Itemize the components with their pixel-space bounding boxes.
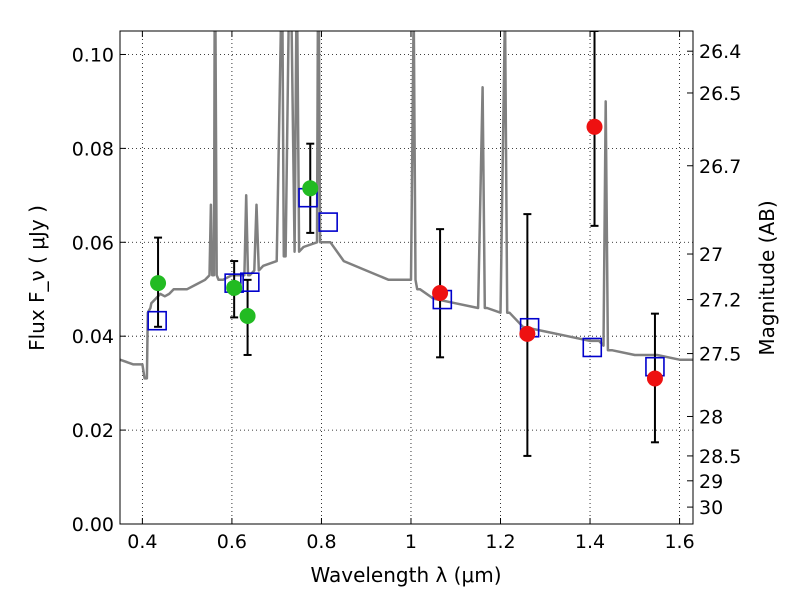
plot-frame xyxy=(119,30,694,525)
right-tick-label: 29 xyxy=(699,471,723,493)
spectrum xyxy=(120,31,693,380)
green-data-point xyxy=(239,308,256,325)
model-box xyxy=(240,272,260,292)
right-tick-label: 26.5 xyxy=(699,83,741,105)
right-axis-title: Magnitude (AB) xyxy=(755,200,779,355)
x-tick-label: 1.4 xyxy=(575,531,605,553)
right-tick-label: 26.7 xyxy=(699,156,741,178)
x-tick-label: 1.6 xyxy=(664,531,694,553)
x-tick-label: 0.4 xyxy=(127,531,157,553)
y-tick-label: 0.10 xyxy=(72,44,114,66)
right-tick-label: 27.5 xyxy=(699,344,741,366)
x-tick-label: 1.2 xyxy=(485,531,515,553)
model-box xyxy=(318,212,338,232)
red-data-point xyxy=(519,325,536,342)
right-tick-label: 26.4 xyxy=(699,41,741,63)
green-data-point xyxy=(150,275,167,292)
y-axis-title: Flux F_ν ( μJy ) xyxy=(25,205,49,351)
green-data-point xyxy=(226,279,243,296)
error-bars xyxy=(154,31,659,457)
model-box xyxy=(582,337,603,358)
x-tick-label: 0.6 xyxy=(217,531,247,553)
y-tick-label: 0.08 xyxy=(72,138,114,160)
spectrum-line xyxy=(120,31,693,380)
right-tick-label: 30 xyxy=(699,497,723,519)
model-boxes xyxy=(147,187,665,377)
right-tick-label: 27.2 xyxy=(699,290,741,312)
y-tick-label: 0.02 xyxy=(72,420,114,442)
model-box xyxy=(147,310,167,331)
x-tick-label: 1 xyxy=(405,531,417,553)
red-data-point xyxy=(646,370,663,387)
y-tick-label: 0.04 xyxy=(72,326,114,348)
green-data-point xyxy=(302,180,319,197)
axis-ticks: 0.4 0.6 0.8 1 1.2 1.4 1.6 0.00 0.02 0.04 0.06 0.08 0… xyxy=(72,31,741,553)
red-data-point xyxy=(432,284,449,301)
observed-points xyxy=(150,118,663,387)
right-tick-label: 27 xyxy=(699,244,723,266)
right-tick-label: 28 xyxy=(699,406,723,428)
y-tick-label: 0.06 xyxy=(72,232,114,254)
red-data-point xyxy=(586,118,603,135)
right-tick-label: 28.5 xyxy=(699,446,741,468)
x-axis-title: Wavelength λ (μm) xyxy=(310,563,501,587)
x-tick-label: 0.8 xyxy=(306,531,336,553)
y-tick-label: 0.00 xyxy=(72,514,114,536)
